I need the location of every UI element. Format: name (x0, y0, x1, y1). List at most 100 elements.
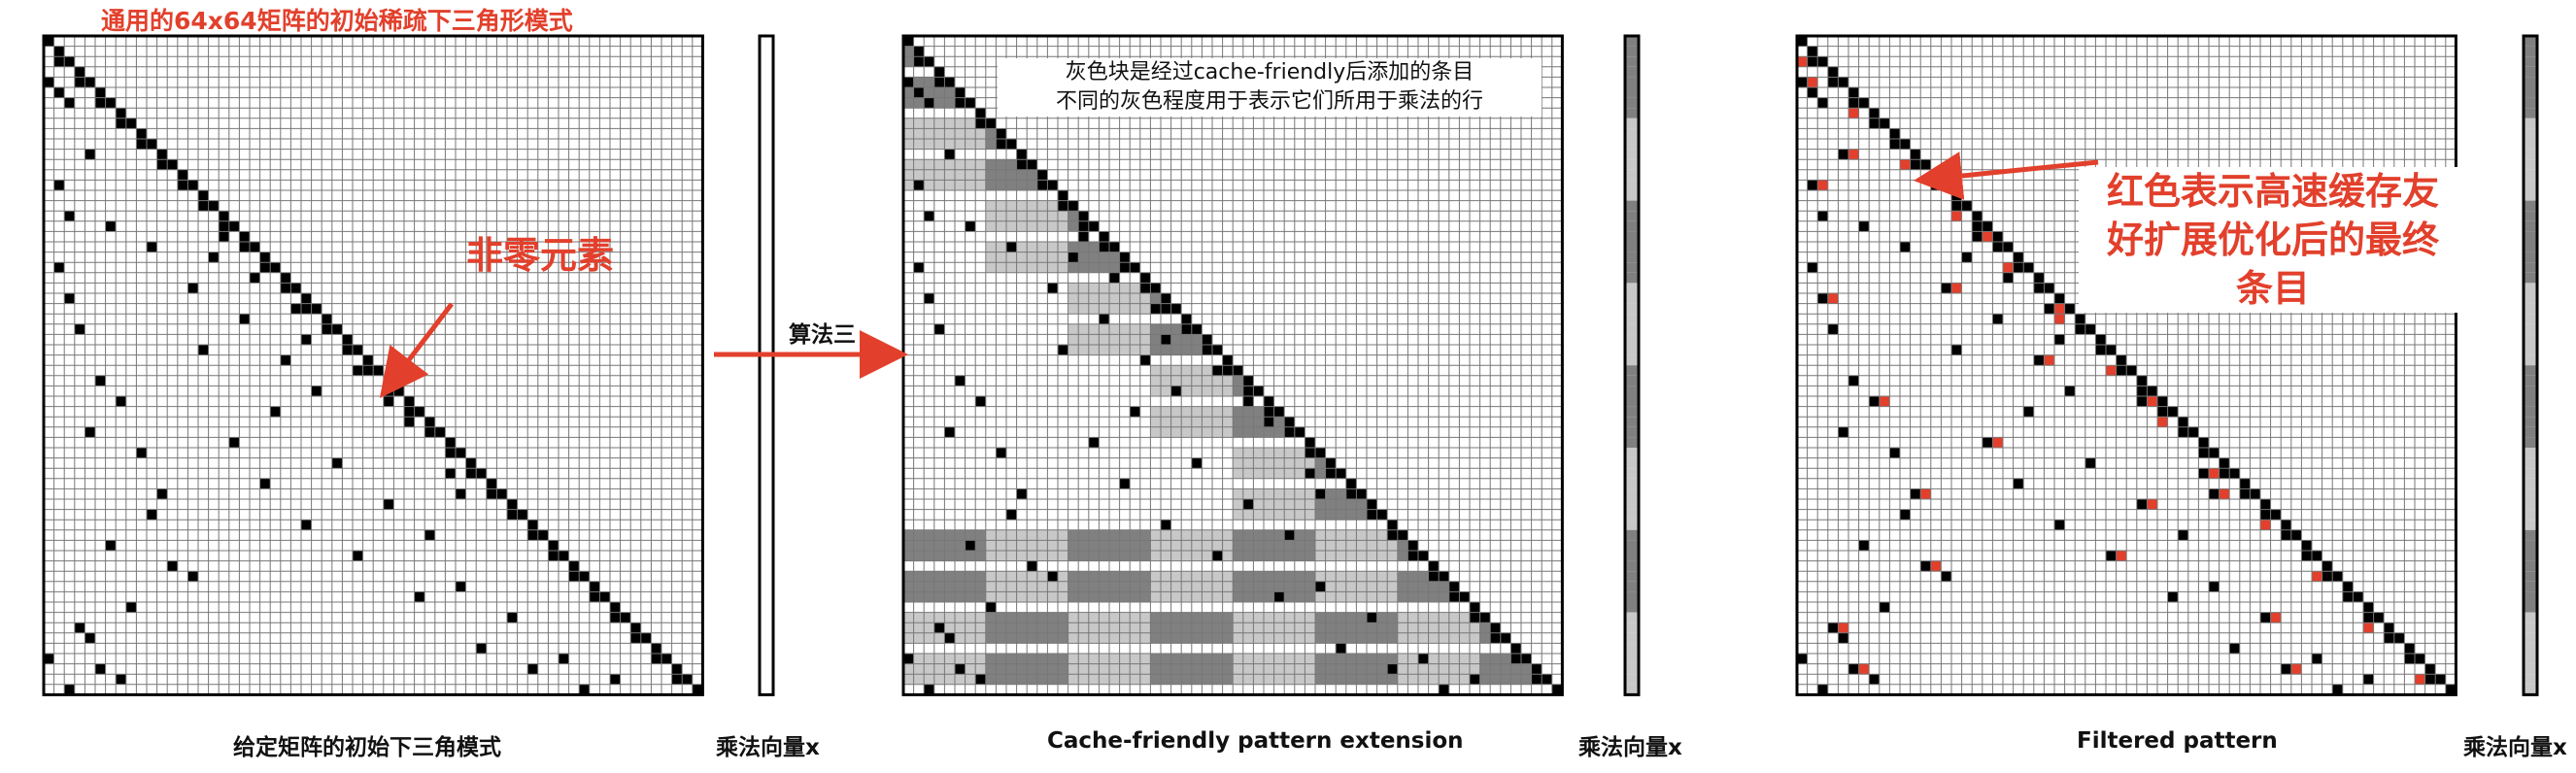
matrix-cell (1315, 448, 1326, 458)
matrix-cell (1170, 654, 1182, 664)
matrix-cell (985, 118, 997, 129)
matrix-cell (1345, 674, 1357, 685)
matrix-cell (1264, 622, 1274, 633)
matrix-cell (1170, 303, 1182, 315)
matrix-cell (913, 663, 925, 675)
matrix-cell (1397, 674, 1408, 685)
matrix-cell (944, 581, 955, 592)
matrix-cell (1242, 406, 1254, 418)
matrix-cell (965, 663, 976, 675)
matrix-cell (1439, 612, 1449, 623)
matrix-cell (353, 345, 363, 355)
matrix-cell (1625, 190, 1639, 201)
matrix-cell (1170, 581, 1182, 592)
matrix-cell (589, 581, 600, 592)
matrix-cell (1900, 159, 1911, 170)
matrix-cell (1016, 674, 1028, 685)
matrix-cell (1119, 334, 1131, 345)
matrix-cell (1016, 149, 1028, 160)
matrix-cell (1315, 499, 1326, 510)
matrix-cell (1284, 426, 1295, 438)
matrix-cell (1078, 551, 1089, 561)
matrix-cell (1264, 632, 1274, 644)
matrix-cell (1910, 488, 1921, 499)
matrix-cell (1047, 200, 1058, 212)
matrix-cell (1109, 612, 1120, 623)
matrix-cell (2054, 520, 2065, 530)
matrix-cell (1181, 323, 1192, 335)
matrix-cell (496, 488, 507, 499)
matrix-cell (760, 56, 773, 67)
multiply-vector-x-cache-friendly (1623, 34, 1641, 696)
matrix-cell (1315, 571, 1326, 582)
matrix-cell (1807, 87, 1818, 98)
matrix-cell (198, 345, 209, 355)
matrix-cell (280, 283, 291, 293)
matrix-cell (1253, 540, 1264, 551)
matrix-cell (1397, 571, 1408, 582)
matrix-cell (975, 591, 986, 602)
matrix-cell (1625, 612, 1639, 623)
matrix-cell (1315, 612, 1326, 623)
matrix-cell (1233, 375, 1243, 386)
matrix-cell (955, 97, 966, 109)
matrix-cell (1253, 457, 1264, 469)
matrix-cell (1130, 654, 1140, 664)
matrix-cell (1625, 200, 1639, 212)
matrix-cell (1972, 220, 1983, 232)
matrix-cell (1170, 674, 1182, 685)
matrix-cell (913, 118, 925, 129)
matrix-cell (2363, 622, 2374, 633)
matrix-cell (1325, 468, 1337, 479)
matrix-cell (2524, 612, 2537, 623)
matrix-cell (1058, 540, 1068, 551)
matrix-cell (975, 571, 986, 582)
matrix-cell (1848, 375, 1859, 386)
matrix-cell (1006, 262, 1017, 273)
matrix-cell (1242, 457, 1254, 469)
panel2-caption: Cache-friendly pattern extension (1047, 728, 1464, 754)
matrix-cell (1139, 622, 1151, 633)
matrix-cell (1047, 242, 1058, 252)
matrix-cell (1191, 406, 1203, 418)
matrix-cell (2198, 448, 2209, 458)
matrix-cell (2363, 674, 2374, 685)
matrix-cell (1345, 581, 1357, 592)
matrix-cell (1490, 654, 1501, 664)
matrix-cell (1264, 499, 1274, 510)
matrix-cell (1139, 540, 1151, 551)
matrix-cell (1367, 540, 1377, 551)
matrix-cell (1551, 684, 1563, 695)
matrix-cell (1879, 118, 1890, 129)
matrix-cell (1047, 663, 1058, 675)
matrix-cell (1181, 632, 1192, 644)
matrix-cell (955, 622, 966, 633)
matrix-cell (1625, 520, 1639, 530)
matrix-cell (125, 602, 137, 613)
matrix-cell (760, 540, 773, 551)
matrix-cell (1006, 591, 1017, 602)
matrix-cell (2524, 529, 2537, 541)
matrix-cell (965, 118, 976, 129)
matrix-cell (85, 149, 95, 160)
matrix-cell (1161, 663, 1171, 675)
matrix-cell (1264, 674, 1274, 685)
matrix-cell (1202, 674, 1212, 685)
matrix-cell (414, 406, 425, 418)
matrix-cell (1345, 622, 1357, 633)
matrix-cell (1150, 529, 1161, 541)
matrix-cell (1191, 365, 1203, 376)
matrix-cell (2085, 323, 2096, 335)
matrix-cell (1625, 108, 1639, 118)
matrix-cell (913, 622, 925, 633)
matrix-cell (2524, 231, 2537, 242)
matrix-cell (1848, 97, 1859, 109)
panel3-vector-label: 乘法向量x (2463, 735, 2567, 760)
matrix-cell (1827, 622, 1839, 633)
matrix-cell (996, 540, 1006, 551)
matrix-cell (1016, 252, 1028, 263)
matrix-cell (1170, 323, 1182, 335)
matrix-cell (1088, 262, 1100, 273)
matrix-cell (1242, 612, 1254, 623)
matrix-cell (1036, 540, 1048, 551)
